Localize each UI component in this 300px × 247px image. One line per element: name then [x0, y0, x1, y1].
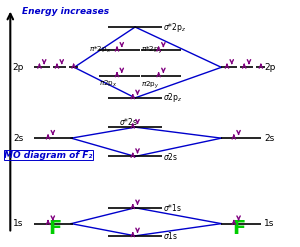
Text: $\pi$2p$_y$: $\pi$2p$_y$	[141, 79, 160, 91]
Text: 2p: 2p	[264, 63, 276, 72]
Text: 1s: 1s	[13, 219, 24, 228]
Text: 2s: 2s	[264, 134, 275, 143]
Text: $\sigma$2p$_z$: $\sigma$2p$_z$	[164, 91, 183, 104]
Text: $\pi$2p$_x$: $\pi$2p$_x$	[100, 79, 118, 89]
Text: $\sigma$*1s: $\sigma$*1s	[164, 202, 182, 213]
Text: $\sigma$*2s: $\sigma$*2s	[119, 116, 138, 127]
Text: $\sigma$2s: $\sigma$2s	[164, 151, 179, 162]
Text: $\sigma$*2p$_z$: $\sigma$*2p$_z$	[164, 21, 187, 34]
Text: Energy increases: Energy increases	[22, 7, 109, 16]
Text: $\pi$*2p$_x$: $\pi$*2p$_x$	[89, 45, 111, 55]
Text: $\pi$*2p$_y$: $\pi$*2p$_y$	[141, 44, 164, 56]
Text: 2s: 2s	[14, 134, 24, 143]
Text: F: F	[232, 219, 246, 238]
Text: MO diagram of F₂: MO diagram of F₂	[4, 151, 93, 160]
Text: F: F	[48, 219, 62, 238]
Text: 1s: 1s	[264, 219, 275, 228]
Text: 2p: 2p	[12, 63, 24, 72]
Text: $\sigma$1s: $\sigma$1s	[164, 230, 179, 241]
